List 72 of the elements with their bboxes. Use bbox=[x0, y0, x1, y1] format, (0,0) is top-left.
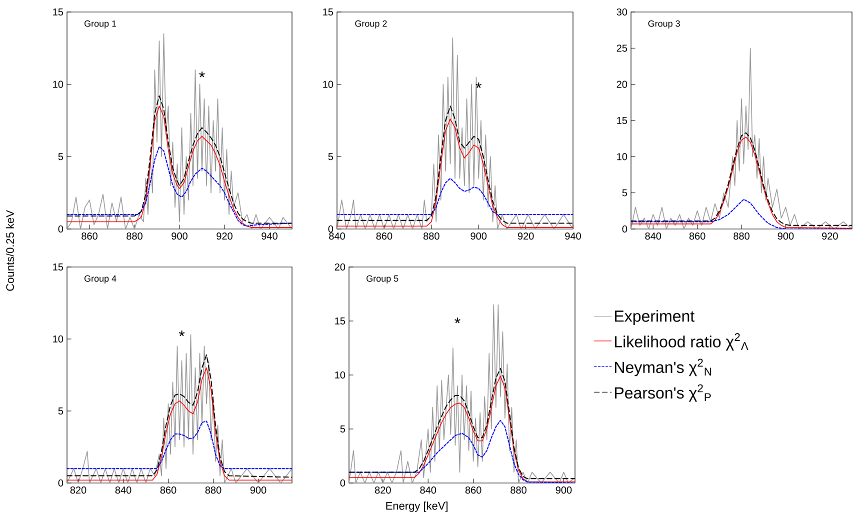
y-tick-label: 20 bbox=[616, 80, 628, 88]
text: Group 4 bbox=[84, 275, 116, 284]
y-tick-label: 10 bbox=[53, 80, 64, 88]
x-tick-label: 920 bbox=[518, 232, 534, 240]
legend-label: Neyman's χ$^{2}$N bbox=[615, 358, 712, 376]
text: Group 1 bbox=[84, 20, 116, 29]
legend-label: Pearson's χ$^{2}$P bbox=[615, 384, 711, 402]
y-tick-label: 0 bbox=[58, 479, 64, 487]
x-tick-label: 880 bbox=[126, 232, 142, 240]
x-tick-label: 940 bbox=[262, 232, 278, 240]
x-tick-label: 820 bbox=[70, 486, 86, 494]
line-series bbox=[67, 334, 292, 483]
line-series bbox=[67, 146, 292, 227]
annotation: * bbox=[199, 72, 205, 78]
y-tick-label: 0 bbox=[58, 225, 64, 233]
y-tick-label: 15 bbox=[617, 117, 628, 124]
x-tick-label: 940 bbox=[565, 232, 581, 240]
y-tick-label: 20 bbox=[334, 263, 346, 271]
x-tick-label: 860 bbox=[376, 232, 392, 240]
annotation: * bbox=[476, 82, 482, 88]
x-tick-label: 900 bbox=[172, 232, 188, 240]
annotation: * bbox=[178, 330, 185, 336]
line-series bbox=[349, 304, 576, 483]
x-tick-label: 840 bbox=[329, 232, 345, 240]
legend-label: Likelihood ratio χ$^{2}$Λ bbox=[615, 333, 748, 351]
text: Group 2 bbox=[355, 20, 387, 29]
y-tick-label: 0 bbox=[622, 225, 628, 233]
annotation: * bbox=[454, 318, 460, 324]
text: Group 3 bbox=[648, 20, 680, 29]
x-tick-label: 860 bbox=[82, 232, 98, 240]
y-tick-label: 30 bbox=[616, 8, 628, 16]
y-tick-label: 10 bbox=[335, 371, 346, 379]
x-tick-label: 860 bbox=[689, 232, 706, 240]
x-tick-label: 860 bbox=[465, 486, 482, 494]
text: Group 5 bbox=[366, 275, 398, 284]
x-tick-label: 840 bbox=[645, 232, 662, 240]
x-tick-label: 860 bbox=[160, 486, 176, 494]
x-tick-label: 880 bbox=[205, 486, 222, 494]
x-tick-label: 900 bbox=[470, 232, 487, 240]
x-tick-label: 880 bbox=[734, 232, 750, 240]
y-tick-label: 15 bbox=[53, 264, 64, 270]
x-tick-label: 880 bbox=[424, 232, 440, 240]
line-series bbox=[631, 198, 852, 229]
y-tick-label: 5 bbox=[58, 408, 64, 414]
y-tick-label: 10 bbox=[53, 335, 64, 343]
y-tick-label: 5 bbox=[328, 153, 334, 160]
y-axis-title: Counts/0.25 keV bbox=[6, 210, 14, 291]
x-tick-label: 920 bbox=[216, 232, 232, 240]
line-series bbox=[67, 420, 292, 470]
line-series bbox=[67, 33, 292, 229]
x-tick-label: 920 bbox=[822, 232, 838, 240]
y-tick-label: 0 bbox=[328, 225, 334, 233]
y-tick-label: 15 bbox=[323, 8, 334, 16]
legend-label: Experiment bbox=[615, 310, 694, 325]
x-tick-label: 900 bbox=[250, 486, 266, 494]
x-tick-label: 900 bbox=[556, 486, 572, 494]
x-tick-label: 880 bbox=[510, 486, 526, 494]
y-tick-label: 15 bbox=[53, 8, 64, 16]
x-tick-label: 840 bbox=[420, 486, 436, 494]
y-tick-label: 5 bbox=[58, 153, 64, 160]
y-tick-label: 5 bbox=[340, 426, 346, 432]
x-axis-title: Energy [keV] bbox=[386, 502, 448, 512]
y-tick-label: 25 bbox=[616, 44, 628, 52]
y-tick-label: 0 bbox=[340, 479, 346, 487]
y-tick-label: 5 bbox=[622, 189, 628, 196]
line-series bbox=[631, 48, 852, 229]
y-tick-label: 10 bbox=[617, 153, 628, 160]
x-tick-label: 840 bbox=[115, 486, 132, 494]
x-tick-label: 900 bbox=[778, 232, 794, 240]
x-tick-label: 820 bbox=[375, 486, 391, 494]
y-tick-label: 10 bbox=[323, 80, 334, 88]
y-tick-label: 15 bbox=[335, 318, 346, 324]
